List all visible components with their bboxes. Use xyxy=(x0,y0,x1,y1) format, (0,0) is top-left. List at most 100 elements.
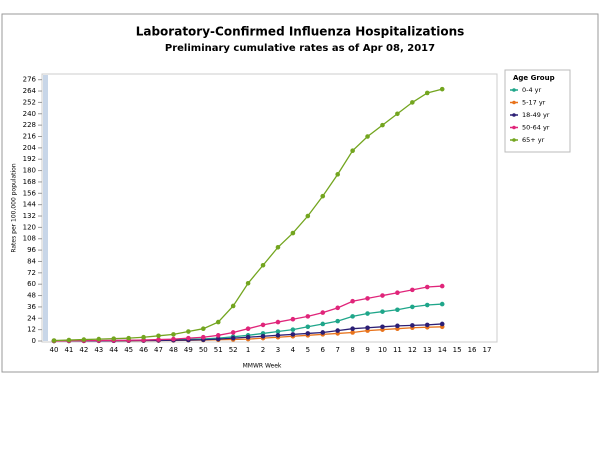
data-point xyxy=(260,322,266,328)
data-point xyxy=(350,326,355,331)
y-tick-label: 24 xyxy=(27,314,36,322)
x-tick-label: 6 xyxy=(321,346,326,354)
data-point xyxy=(439,321,445,327)
data-point xyxy=(320,310,326,315)
y-tick-label: 204 xyxy=(23,144,37,152)
data-point xyxy=(260,262,266,268)
data-point xyxy=(335,172,340,177)
data-point xyxy=(424,90,430,96)
y-tick-label: 12 xyxy=(27,326,36,334)
y-axis-label: Rates per 100,000 population xyxy=(11,163,18,253)
data-point xyxy=(230,330,236,335)
y-tick-label: 264 xyxy=(23,87,37,95)
x-tick-label: 51 xyxy=(214,346,223,354)
legend-marker xyxy=(512,88,516,92)
data-point xyxy=(335,305,340,311)
data-point xyxy=(171,336,176,342)
y-tick-label: 240 xyxy=(23,110,36,118)
y-tick-label: 216 xyxy=(23,132,37,140)
y-tick-label: 228 xyxy=(23,121,36,129)
x-tick-label: 10 xyxy=(378,346,387,354)
data-point xyxy=(275,333,281,338)
data-point xyxy=(424,322,430,328)
data-point xyxy=(96,336,102,342)
x-tick-label: 40 xyxy=(50,346,59,354)
legend-title: Age Group xyxy=(513,74,555,82)
data-point xyxy=(395,323,400,329)
data-point xyxy=(51,338,57,343)
x-tick-label: 14 xyxy=(438,346,447,354)
x-tick-label: 49 xyxy=(184,346,193,354)
data-point xyxy=(365,325,370,331)
legend-label: 5-17 yr xyxy=(522,99,546,107)
data-point xyxy=(365,134,370,139)
y-tick-label: 72 xyxy=(27,269,36,277)
data-point xyxy=(290,316,296,322)
data-point xyxy=(410,100,415,105)
x-tick-label: 3 xyxy=(276,346,280,354)
axis-band xyxy=(43,75,48,341)
data-point xyxy=(395,290,400,296)
data-point xyxy=(290,327,296,332)
legend-label: 50-64 yr xyxy=(522,124,550,132)
data-point xyxy=(305,331,311,336)
x-axis-label: MMWR Week xyxy=(243,363,282,370)
data-point xyxy=(186,335,191,341)
y-tick-label: 144 xyxy=(23,201,37,209)
x-tick-label: 42 xyxy=(79,346,88,354)
data-point xyxy=(380,293,385,298)
x-tick-label: 48 xyxy=(169,346,178,354)
data-point xyxy=(171,332,176,337)
data-point xyxy=(126,335,131,341)
legend-label: 18-49 yr xyxy=(522,111,550,119)
data-point xyxy=(156,337,161,342)
data-point xyxy=(156,333,161,339)
legend-marker xyxy=(512,113,516,117)
data-point xyxy=(81,337,87,342)
data-point xyxy=(245,280,251,286)
data-point xyxy=(290,230,296,236)
data-point xyxy=(305,324,311,330)
data-point xyxy=(439,283,445,289)
data-point xyxy=(410,287,415,293)
data-point xyxy=(230,335,236,341)
data-point xyxy=(215,336,221,342)
x-tick-label: 16 xyxy=(468,346,477,354)
x-tick-label: 47 xyxy=(154,346,163,354)
x-tick-label: 15 xyxy=(453,346,462,354)
data-point xyxy=(350,330,355,335)
plot-area xyxy=(41,73,498,343)
data-point xyxy=(215,333,221,338)
y-tick-label: 168 xyxy=(23,178,36,186)
data-point xyxy=(439,301,445,307)
legend-marker xyxy=(512,100,516,105)
data-point xyxy=(320,330,326,335)
data-point xyxy=(365,311,370,316)
x-tick-label: 50 xyxy=(199,346,208,354)
y-tick-label: 84 xyxy=(27,257,36,265)
x-tick-label: 46 xyxy=(139,346,148,354)
legend-label: 0-4 yr xyxy=(522,86,542,94)
data-point xyxy=(201,326,206,331)
data-point xyxy=(365,296,370,301)
x-tick-label: 52 xyxy=(229,346,238,354)
y-tick-label: 180 xyxy=(23,167,36,175)
data-point xyxy=(424,284,430,290)
legend-marker xyxy=(512,138,516,142)
legend-label: 65+ yr xyxy=(522,136,545,144)
data-point xyxy=(305,314,311,319)
chart-title: Laboratory-Confirmed Influenza Hospitali… xyxy=(136,25,465,39)
y-tick-label: 120 xyxy=(23,223,36,231)
data-point xyxy=(290,332,296,337)
data-point xyxy=(320,321,326,327)
x-tick-label: 5 xyxy=(306,346,310,354)
data-point xyxy=(395,111,400,117)
data-point xyxy=(350,314,355,319)
x-tick-label: 44 xyxy=(109,346,118,354)
legend-box xyxy=(504,69,571,153)
x-tick-label: 17 xyxy=(483,346,492,354)
data-point xyxy=(275,244,281,250)
data-point xyxy=(410,323,415,328)
data-point xyxy=(335,318,340,324)
